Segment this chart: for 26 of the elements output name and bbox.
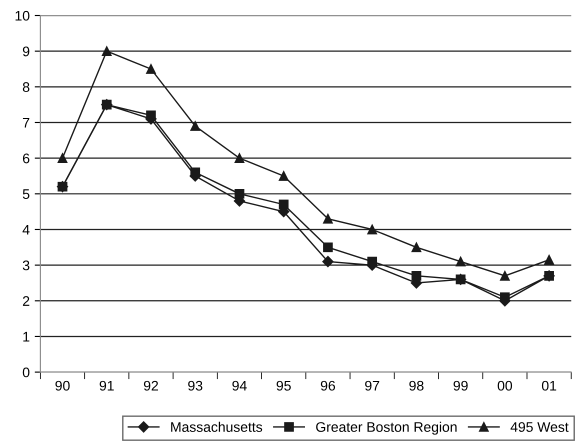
y-tick-label: 5: [22, 189, 30, 199]
x-tick-label: 01: [542, 380, 556, 391]
legend-label: 495 West: [510, 422, 569, 432]
x-tick-label: 92: [144, 380, 158, 391]
x-tick-label: 00: [498, 380, 512, 391]
x-tick-label: 95: [276, 380, 291, 391]
y-tick-label: 9: [22, 46, 30, 56]
x-tick-label: 91: [100, 380, 114, 391]
y-tick-label: 0: [22, 367, 30, 378]
x-tick-label: 97: [365, 380, 380, 391]
x-tick-label: 99: [454, 380, 468, 391]
legend-label: Greater Boston Region: [316, 422, 457, 435]
legend-label: Massachusetts: [171, 422, 262, 432]
x-tick-label: 96: [320, 380, 336, 391]
y-tick-label: 2: [22, 296, 30, 306]
y-tick-label: 7: [22, 118, 30, 128]
y-tick-label: 6: [22, 153, 30, 164]
x-tick-label: 93: [188, 380, 202, 391]
x-tick-label: 98: [409, 380, 424, 391]
x-tick-label: 94: [232, 380, 247, 391]
y-tick-label: 8: [22, 82, 30, 92]
y-tick-label: 10: [16, 10, 30, 21]
y-tick-label: 1: [23, 332, 30, 342]
y-tick-label: 4: [22, 224, 30, 235]
y-tick-label: 3: [22, 260, 30, 270]
x-tick-label: 90: [55, 380, 70, 391]
